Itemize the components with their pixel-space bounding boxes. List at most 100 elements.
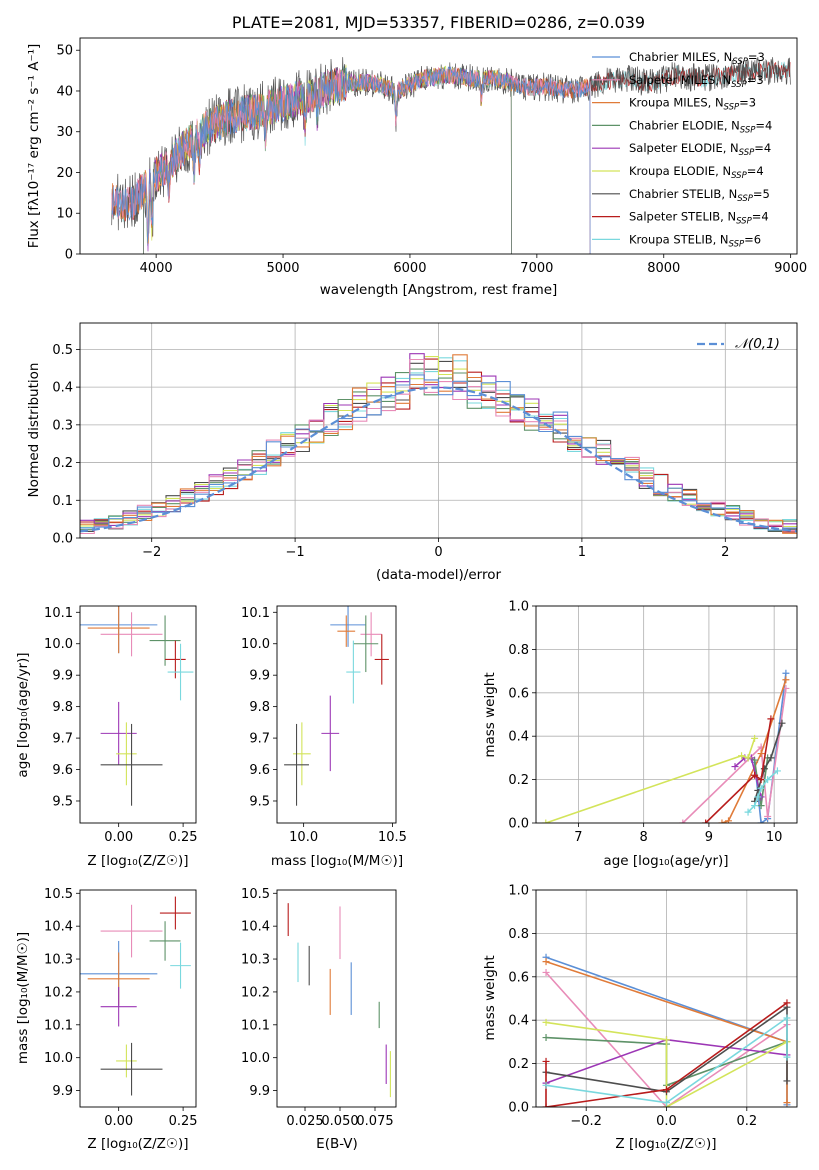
x-tick-label: 0.00 — [104, 1114, 133, 1129]
weight-z-line-salpeter_miles — [545, 971, 788, 1107]
x-tick-label: 10.0 — [289, 830, 318, 845]
weight-z-marker-kroupa_elodie — [542, 1018, 550, 1026]
weight-age-marker-kroupa_elodie — [738, 752, 746, 760]
plot-area — [542, 953, 791, 1107]
x-tick-label: 0.0 — [656, 1114, 677, 1129]
legend-label: Chabrier ELODIE, NSSP=4 — [629, 118, 772, 135]
y-tick-label: 10.0 — [44, 637, 73, 652]
age-z-axes: 0.00 0.25 9.5 9.6 9.7 9.8 9.9 10.0 10.1 — [44, 605, 198, 845]
y-tick-label: 30 — [56, 125, 73, 140]
residual-y-label: Normed distribution — [26, 363, 42, 498]
mass-z-y-label: mass [log₁₀(M/M☉)] — [15, 932, 31, 1064]
y-tick-label: 9.9 — [249, 1084, 270, 1099]
plot-area — [80, 896, 191, 1096]
spectrum-x-label: wavelength [Angstrom, rest frame] — [320, 282, 558, 298]
age-mass-x-label: mass [log₁₀(M/M☉)] — [271, 853, 403, 869]
axes-frame — [79, 37, 798, 255]
x-tick-label: 8000 — [647, 261, 680, 276]
weight-z-line-kroupa_stelib — [545, 1016, 788, 1104]
axes-frame — [535, 889, 798, 1108]
plot-area — [111, 57, 791, 254]
legend-label: Kroupa ELODIE, NSSP=4 — [629, 164, 764, 181]
y-tick-label: 50 — [56, 44, 73, 59]
weight-age-x-label: age [log₁₀(age/yr)] — [603, 853, 728, 869]
mass-z-x-label: Z [log₁₀(Z/Z☉)] — [87, 1136, 188, 1152]
y-tick-label: 9.8 — [52, 700, 73, 715]
x-tick-label: 7000 — [520, 261, 553, 276]
y-tick-label: 0 — [65, 248, 73, 263]
y-tick-label: 0.6 — [508, 686, 529, 701]
weight-z-marker-kroupa_elodie — [663, 1036, 670, 1044]
weight-age-marker-kroupa_stelib — [751, 802, 759, 810]
weight-z-marker-salpeter_stelib — [542, 1103, 550, 1107]
x-tick-label: 6000 — [393, 261, 426, 276]
normal-curve — [80, 386, 797, 533]
weight-age-marker-chabrier_miles — [757, 819, 765, 823]
weight-age-marker-kroupa_stelib — [754, 793, 762, 801]
x-tick-label: 0.25 — [169, 1114, 198, 1129]
weight-age-marker-chabrier_elodie — [757, 802, 765, 810]
weight-z-marker-salpeter_stelib — [542, 1057, 550, 1065]
y-tick-label: 0.2 — [508, 1057, 529, 1072]
weight-z-marker-chabrier_elodie — [542, 1034, 550, 1042]
y-tick-label: 9.9 — [249, 669, 270, 684]
y-tick-label: 9.7 — [52, 732, 73, 747]
x-tick-label: 0.075 — [356, 1114, 393, 1129]
y-tick-label: 9.6 — [249, 763, 270, 778]
axes-frame — [535, 605, 798, 824]
spectrum-axes: 4000 5000 6000 7000 8000 9000 0 10 20 30 40 50 — [56, 37, 807, 276]
y-tick-label: 9.7 — [249, 732, 270, 747]
x-tick-label: 1 — [578, 545, 586, 560]
legend-label: Salpeter MILES, NSSP=3 — [629, 73, 764, 90]
y-tick-label: 9.8 — [249, 700, 270, 715]
weight-z-marker-kroupa_miles — [542, 958, 550, 966]
mass-ebv-x-label: E(B-V) — [316, 1136, 358, 1152]
weight-z-marker-salpeter_stelib — [663, 1086, 670, 1094]
axes-frame — [79, 322, 798, 539]
weight-z-marker-kroupa_miles — [783, 1099, 791, 1107]
weight-age-marker-kroupa_elodie — [744, 754, 752, 762]
residual-axes: −2 −1 0 1 2 0.0 0.1 0.2 0.3 0.4 0.5 — [52, 322, 798, 560]
y-tick-label: 0.8 — [508, 643, 529, 658]
weight-age-marker-salpeter_miles — [764, 812, 772, 820]
legend-label: Chabrier MILES, NSSP=3 — [629, 50, 765, 67]
age-z-y-label: age [log₁₀(age/yr)] — [15, 652, 31, 777]
y-tick-label: 0.0 — [508, 817, 529, 832]
weight-age-marker-kroupa_miles — [782, 676, 790, 684]
y-tick-label: 0.8 — [508, 927, 529, 942]
x-tick-label: 2 — [721, 545, 729, 560]
legend-label: Kroupa STELIB, NSSP=6 — [629, 232, 761, 249]
weight-age-marker-kroupa_elodie — [542, 819, 550, 823]
plot-area — [287, 903, 391, 1098]
weight-age-marker-salpeter_stelib — [751, 771, 759, 779]
x-tick-label: 10.5 — [378, 830, 407, 845]
axes-frame — [79, 889, 197, 1108]
legend-label: Salpeter ELODIE, NSSP=4 — [629, 141, 771, 158]
y-tick-label: 10.5 — [44, 887, 73, 902]
y-tick-label: 10.0 — [241, 1051, 270, 1066]
normal-legend-label: 𝒩(0,1) — [735, 336, 780, 352]
x-tick-label: 0.2 — [736, 1114, 757, 1129]
age-mass-axes: 10.0 10.5 9.5 9.6 9.7 9.8 9.9 10.0 10.1 — [241, 605, 407, 845]
x-tick-label: −1 — [286, 545, 305, 560]
x-tick-label: 10 — [766, 830, 783, 845]
weight-z-marker-salpeter_miles — [542, 968, 550, 976]
y-tick-label: 9.5 — [52, 794, 73, 809]
x-tick-label: −2 — [142, 545, 161, 560]
y-tick-label: 0.0 — [508, 1101, 529, 1116]
y-tick-label: 10.2 — [44, 985, 73, 1000]
weight-z-x-label: Z [log₁₀(Z/Z☉)] — [615, 1136, 716, 1152]
weight-age-marker-kroupa_miles — [757, 750, 765, 758]
y-tick-label: 9.9 — [52, 669, 73, 684]
weight-age-marker-salpeter_elodie — [731, 763, 739, 771]
y-tick-label: 20 — [56, 166, 73, 181]
plot-area — [542, 669, 790, 823]
weight-age-marker-kroupa_miles — [718, 819, 726, 823]
weight-age-line-kroupa_miles — [721, 679, 787, 823]
weight-z-marker-salpeter_stelib — [783, 999, 791, 1007]
x-tick-label: 0.00 — [104, 830, 133, 845]
y-tick-label: 0.1 — [52, 494, 73, 509]
y-tick-label: 10.0 — [241, 637, 270, 652]
chart-title: PLATE=2081, MJD=53357, FIBERID=0286, z=0… — [232, 13, 645, 32]
